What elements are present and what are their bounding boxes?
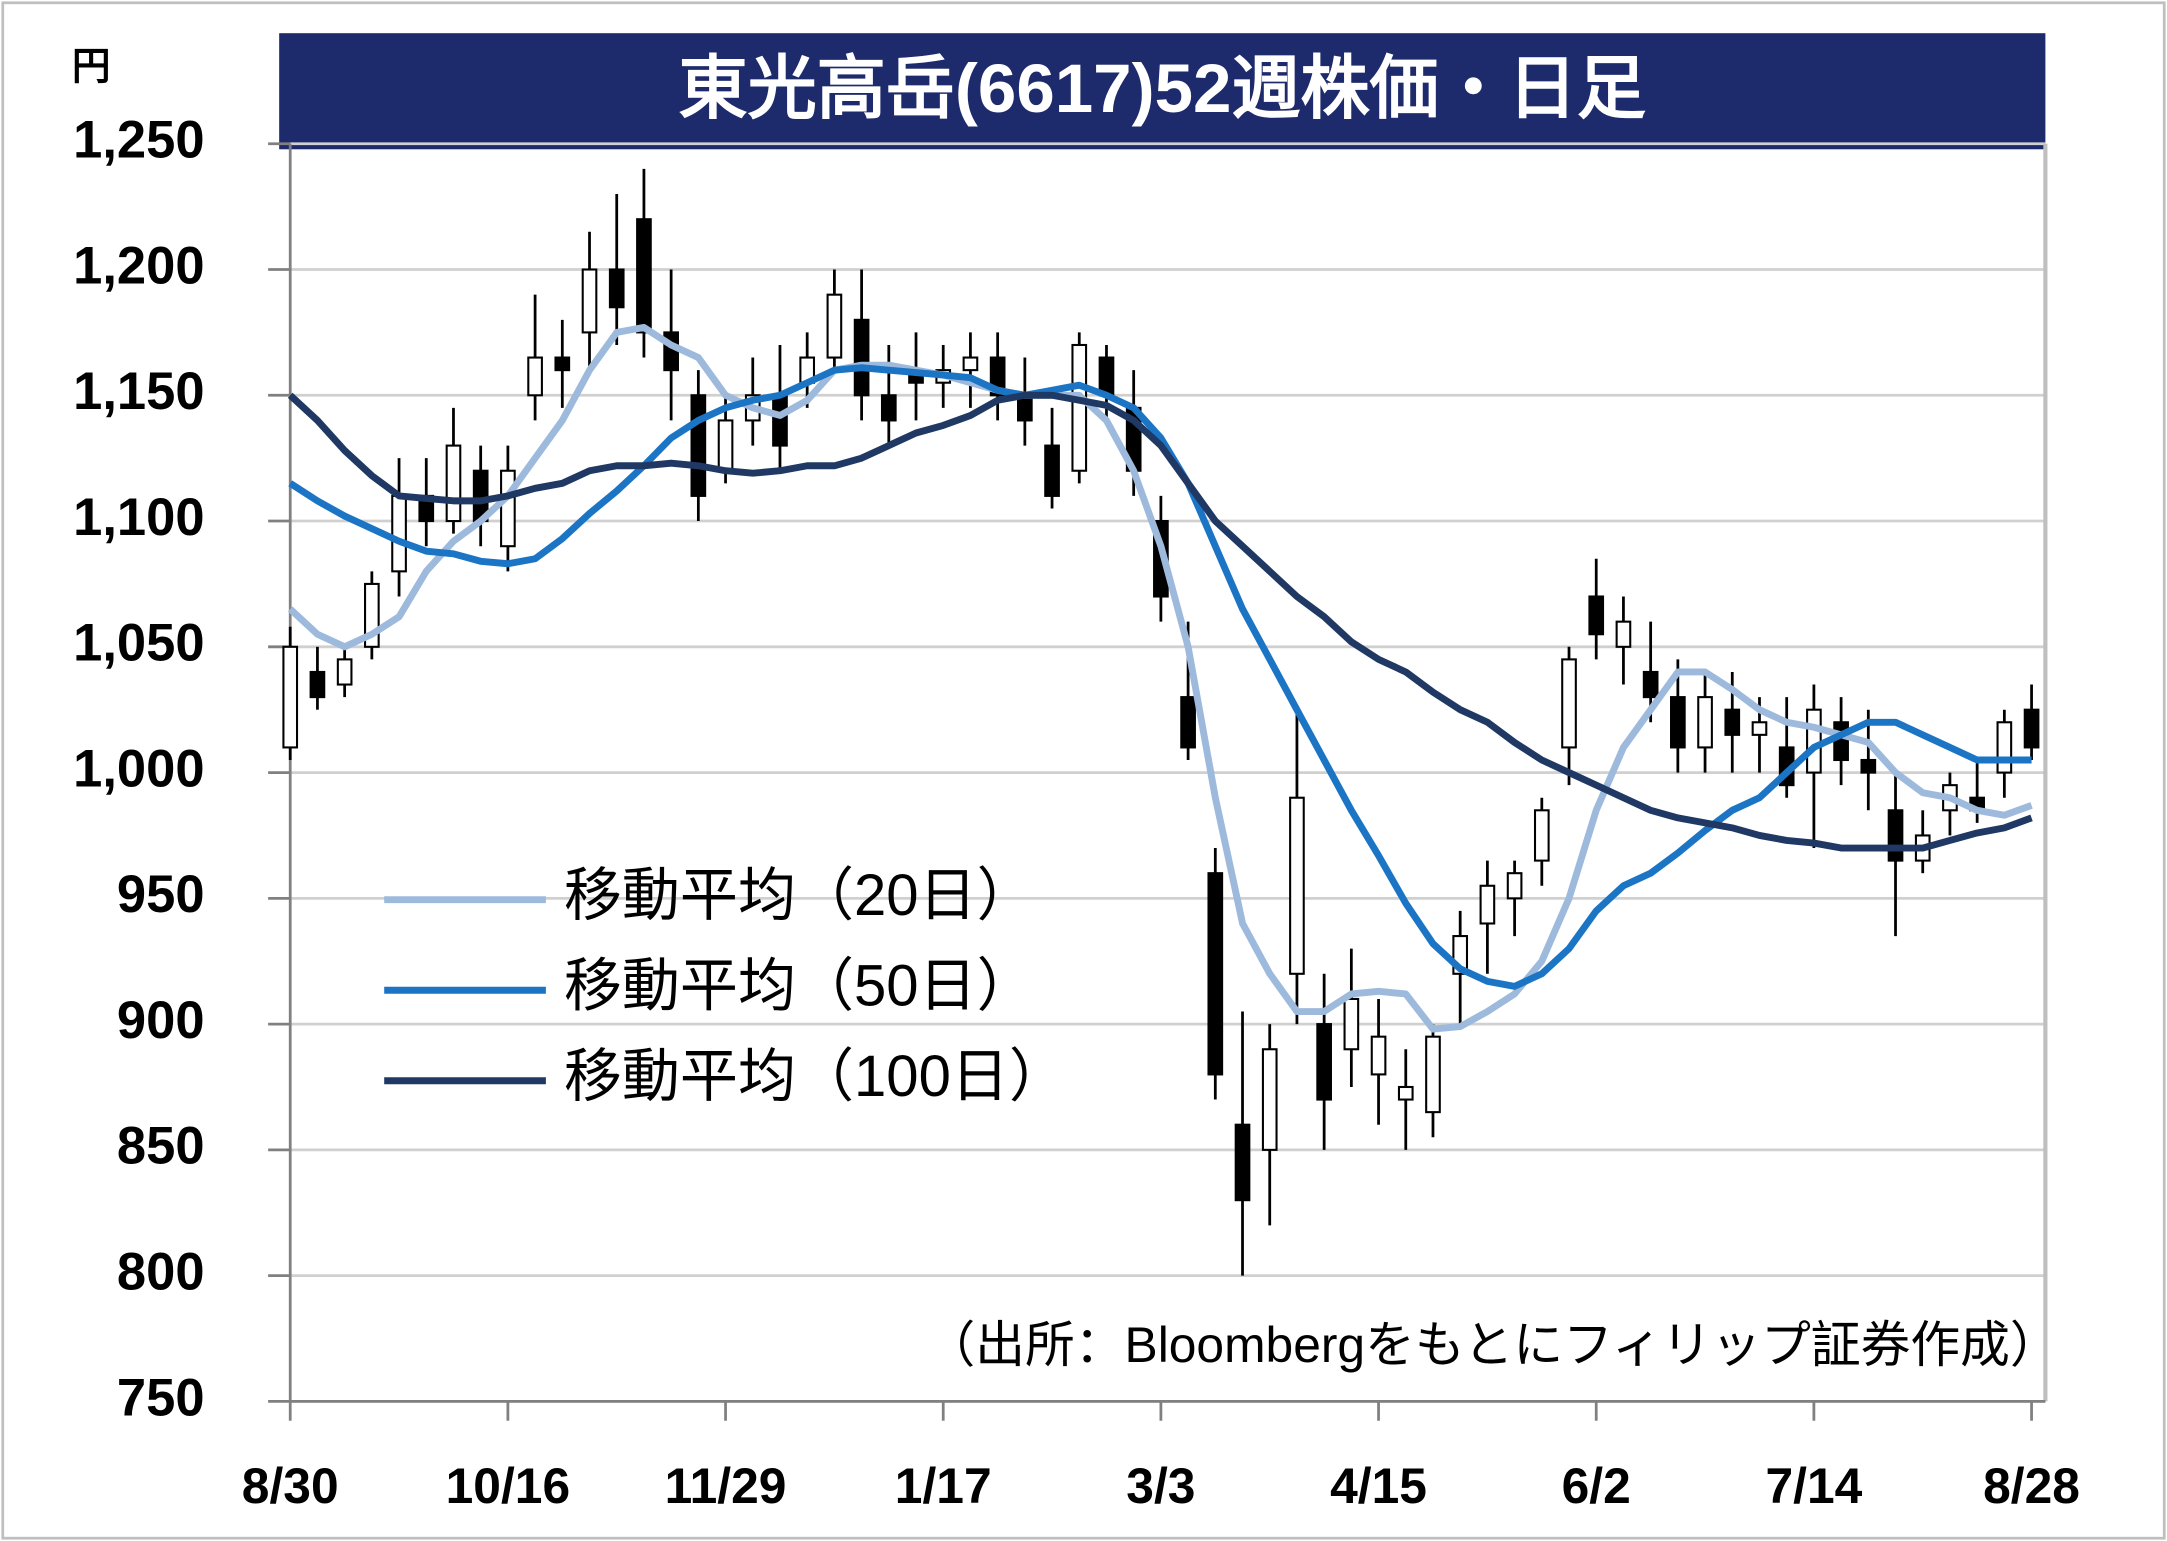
candle-body — [2023, 708, 2040, 749]
candle-body — [336, 658, 353, 686]
unit-label: 円 — [72, 45, 111, 88]
candle-body — [1724, 708, 1741, 736]
candle-body — [717, 419, 734, 472]
candle-body — [1615, 620, 1632, 648]
y-tick-label: 1,050 — [73, 614, 204, 673]
candle-body — [1479, 884, 1496, 925]
y-tick-label: 1,000 — [73, 739, 204, 798]
legend: 移動平均（20日） 移動平均（50日） 移動平均（100日） — [384, 863, 1067, 1109]
candle-body — [581, 268, 598, 334]
candle-body — [1289, 796, 1305, 975]
candle-body — [1506, 872, 1523, 900]
candle-body — [1234, 1123, 1251, 1202]
candle-body — [690, 394, 707, 497]
candle-body — [1370, 1035, 1387, 1076]
y-tick-label: 900 — [117, 991, 205, 1050]
y-tick-label: 950 — [117, 865, 205, 924]
x-tick-label: 8/28 — [1983, 1458, 2080, 1514]
title-box — [279, 33, 2046, 150]
legend-label: 移動平均（50日） — [564, 954, 1035, 1019]
candle-body — [1180, 696, 1196, 749]
candle-body — [1588, 595, 1605, 636]
x-tick-label: 7/14 — [1765, 1458, 1862, 1514]
candle-body — [1261, 1048, 1278, 1151]
candle-body — [772, 394, 788, 447]
candle-body — [500, 469, 516, 548]
y-tick-label: 800 — [117, 1243, 205, 1302]
y-tick-label: 1,250 — [73, 111, 204, 170]
chart-title: 東光高岳(6617)52週株価・日足 — [679, 49, 1647, 127]
moving-average-line — [287, 323, 2033, 1033]
y-tick-label: 750 — [117, 1368, 205, 1427]
candle-body — [1806, 708, 1822, 774]
candle-body — [1996, 721, 2013, 774]
candle-body — [1697, 696, 1713, 749]
candle-body — [1044, 444, 1060, 497]
candle-body — [880, 394, 897, 422]
candle-body — [1343, 997, 1360, 1051]
candle-body — [1316, 1023, 1332, 1101]
candle-body — [1425, 1035, 1441, 1114]
candle-body — [1833, 721, 1849, 762]
candle-body — [1887, 809, 1904, 862]
legend-label: 移動平均（20日） — [564, 863, 1035, 928]
candle-body — [608, 268, 625, 309]
y-tick-label: 850 — [117, 1117, 205, 1176]
x-tick-label: 3/3 — [1126, 1458, 1195, 1514]
candle-body — [1207, 872, 1224, 1076]
candle-body — [1642, 670, 1659, 699]
x-tick-label: 11/29 — [665, 1458, 787, 1514]
legend-label: 移動平均（100日） — [564, 1044, 1067, 1109]
candle-body — [1533, 809, 1550, 862]
candle-body — [1860, 758, 1877, 774]
candle-body — [282, 645, 299, 749]
candle-body — [527, 356, 543, 397]
candle-body — [1561, 658, 1577, 749]
candle-body — [1670, 696, 1686, 749]
y-tick-label: 1,100 — [73, 488, 204, 547]
source-note: （出所：Bloombergをもとにフィリップ証券作成） — [926, 1317, 2060, 1373]
x-tick-label: 10/16 — [446, 1458, 571, 1514]
candle-body — [1071, 343, 1088, 472]
candle-body — [1397, 1085, 1414, 1101]
candle-body — [309, 670, 326, 699]
candle-body — [1751, 721, 1768, 736]
plot — [282, 168, 2040, 1276]
candle-body — [962, 356, 979, 372]
x-tick-label: 8/30 — [242, 1458, 339, 1514]
y-tick-label: 1,200 — [73, 236, 204, 295]
moving-average-line — [287, 391, 2033, 852]
candle-body — [1098, 356, 1115, 397]
candle-body — [636, 218, 652, 334]
candle-body — [826, 293, 843, 359]
x-tick-label: 4/15 — [1330, 1458, 1427, 1514]
candle-body — [445, 444, 462, 523]
candle-body — [853, 318, 870, 397]
candle-body — [391, 494, 407, 573]
x-tick-label: 1/17 — [895, 1458, 992, 1514]
x-tick-label: 6/2 — [1562, 1458, 1631, 1514]
moving-average-line — [288, 364, 2032, 990]
y-tick-label: 1,150 — [73, 362, 204, 421]
candle-body — [554, 356, 571, 372]
